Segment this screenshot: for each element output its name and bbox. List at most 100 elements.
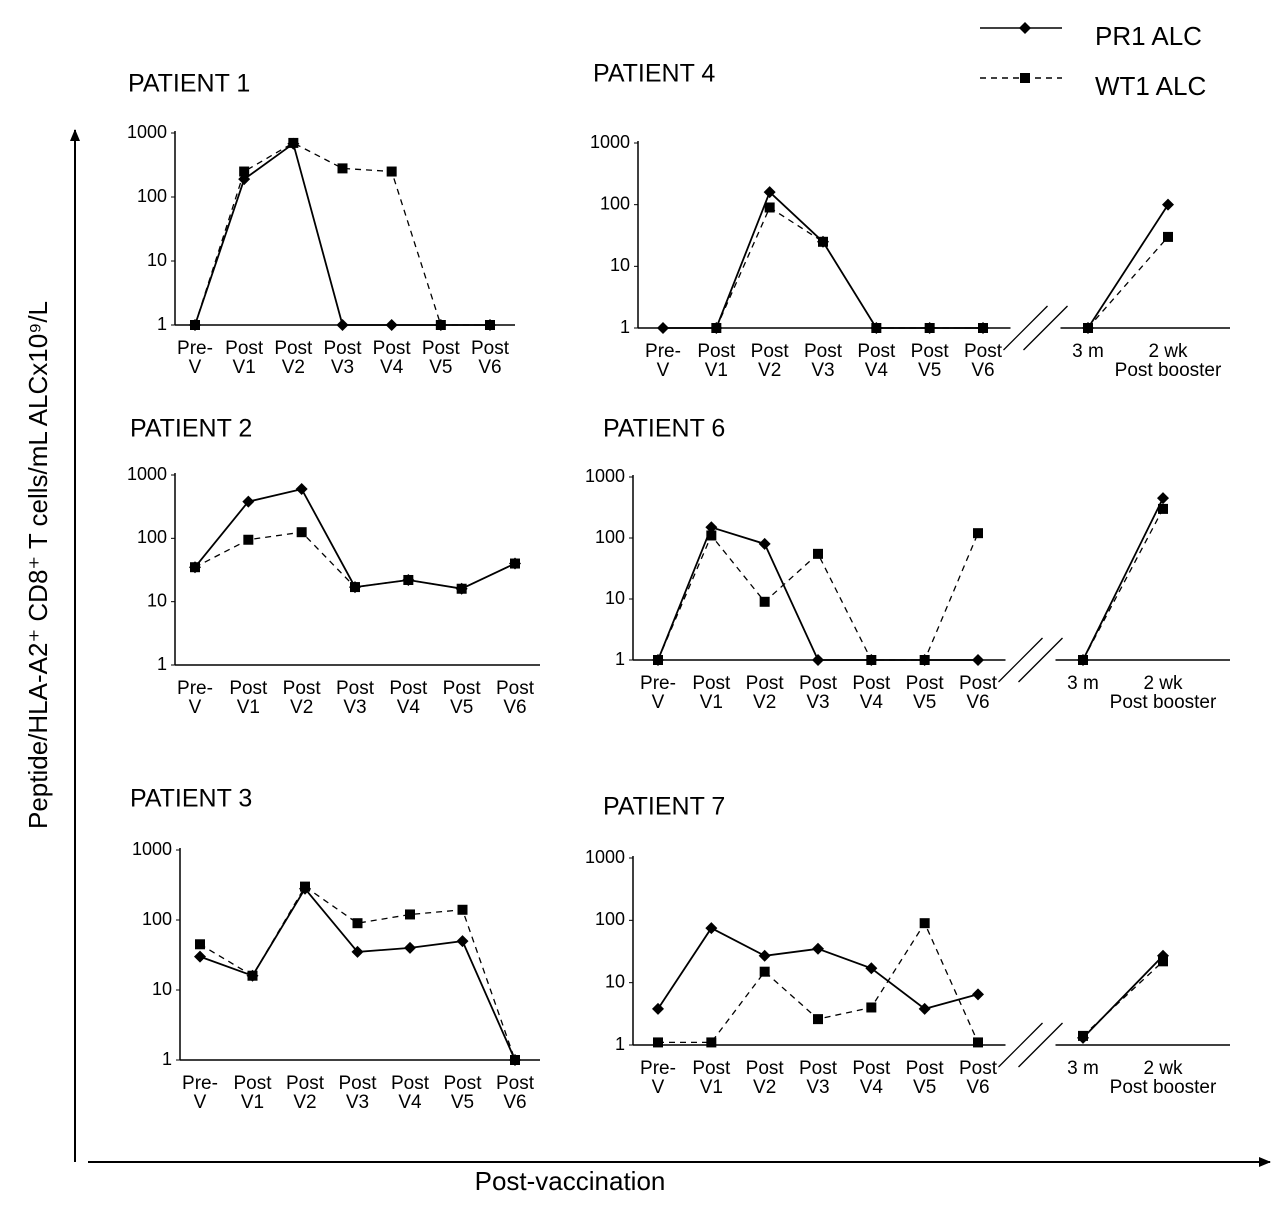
wt1-point <box>190 320 200 330</box>
y-tick-label: 100 <box>137 527 167 547</box>
y-axis-label: Peptide/HLA-A2⁺ CD8⁺ T cells/mL ALCx10⁹/… <box>23 301 53 829</box>
y-tick-label: 1 <box>157 654 167 674</box>
wt1-point <box>403 574 414 585</box>
wt1-point <box>456 583 467 594</box>
x-tick-label: Post V4 <box>373 338 412 378</box>
x-tick-label: Post V6 <box>959 1058 998 1098</box>
y-tick-label: 100 <box>137 186 167 206</box>
x-tick-label: Post V6 <box>496 1073 535 1113</box>
pr1-point <box>404 941 416 954</box>
wt1-point <box>405 909 415 920</box>
x-tick-label: Post V2 <box>274 338 313 378</box>
y-tick-label: 1000 <box>585 466 625 486</box>
x-tick-label: Post V2 <box>751 341 790 381</box>
x-tick-label: Pre-V <box>640 1058 676 1098</box>
wt1-point <box>919 655 930 665</box>
x-tick-label: 2 wk Post booster <box>1110 673 1217 713</box>
wt1-point <box>978 323 988 333</box>
x-tick-label: Post V2 <box>746 673 785 713</box>
x-tick-label: Post V4 <box>852 673 891 713</box>
wt1-point <box>973 1037 983 1048</box>
x-tick-label: Post V6 <box>959 673 998 713</box>
x-tick-label: Post V6 <box>471 338 510 378</box>
x-tick-label: Pre-V <box>182 1073 218 1113</box>
wt1-point <box>818 236 828 247</box>
y-tick-label: 1000 <box>585 847 625 867</box>
x-tick-label: Post V6 <box>496 678 535 718</box>
wt1-point <box>243 534 254 545</box>
wt1-point <box>300 881 310 892</box>
wt1-point <box>1078 1030 1088 1041</box>
wt1-point <box>247 970 258 981</box>
y-tick-label: 10 <box>605 971 625 991</box>
pr1-point <box>705 922 718 935</box>
x-tick-label: Post V2 <box>283 678 322 718</box>
x-tick-label: Post V1 <box>233 1073 272 1113</box>
series-line <box>199 885 516 1061</box>
x-tick-label: 3 m <box>1072 341 1104 362</box>
panel-title: PATIENT 6 <box>603 415 725 443</box>
pr1-point <box>242 495 255 508</box>
y-tick-label: 1000 <box>590 132 630 152</box>
pr1-point <box>758 537 771 550</box>
wt1-point <box>706 1037 717 1048</box>
series-line <box>663 190 1169 329</box>
wt1-point <box>919 918 930 929</box>
pr1-point <box>336 319 349 331</box>
pr1-point <box>456 935 469 948</box>
x-tick-label: Post V3 <box>799 673 838 713</box>
wt1-point <box>866 655 877 665</box>
wt1-point <box>1163 231 1173 242</box>
x-tick-label: Post V5 <box>443 678 482 718</box>
x-tick-label: 3 m <box>1067 673 1099 694</box>
panel: PATIENT 7 1 10 100 1000 Pre-V Post V1 Post V2 Post… <box>585 793 1230 1098</box>
panel: PATIENT 1 1 10 100 1000 Pre-V Post V1 Post V2 Post… <box>127 70 515 378</box>
wt1-point <box>337 163 348 174</box>
series-line <box>657 497 1164 661</box>
panel-title: PATIENT 4 <box>593 60 715 88</box>
x-tick-label: Post V4 <box>389 678 428 718</box>
pr1-point <box>972 654 984 666</box>
wt1-point <box>1158 503 1168 514</box>
wt1-point <box>813 548 823 559</box>
x-tick-label: Post V5 <box>443 1073 482 1113</box>
panel: PATIENT 4 1 10 100 1000 Pre-V Post V1 Post V2 Post… <box>590 60 1230 381</box>
wt1-point <box>871 323 882 333</box>
pr1-point <box>758 949 771 962</box>
x-tick-label: Post V2 <box>286 1073 325 1113</box>
series-line <box>715 206 1169 329</box>
series-line <box>657 508 1164 661</box>
pr1-point <box>657 322 669 334</box>
x-tick-label: Pre-V <box>177 678 213 718</box>
wt1-point <box>1158 956 1168 967</box>
x-tick-label: Post V1 <box>692 673 731 713</box>
pr1-point <box>918 1002 931 1015</box>
pr1-point <box>385 319 398 331</box>
x-tick-label: Post V4 <box>852 1058 891 1098</box>
x-tick-label: Pre-V <box>645 341 681 381</box>
x-tick-label: Post V1 <box>697 341 736 381</box>
x-tick-label: Pre-V <box>640 673 676 713</box>
wt1-point <box>711 323 722 333</box>
axis-break <box>998 1022 1043 1068</box>
axis-break <box>1018 637 1063 683</box>
legend-label: WT1 ALC <box>1095 71 1206 101</box>
series-line <box>658 921 1164 1044</box>
panel-title: PATIENT 3 <box>130 785 252 813</box>
x-tick-label: Post V3 <box>338 1073 377 1113</box>
y-tick-label: 1 <box>620 317 630 337</box>
x-tick-label: Post V1 <box>225 338 264 378</box>
y-tick-label: 10 <box>610 255 630 275</box>
x-tick-label: Post V4 <box>857 341 896 381</box>
pr1-point <box>351 945 364 958</box>
wt1-point <box>1020 73 1030 83</box>
axis-break <box>1003 305 1048 351</box>
series-line <box>194 488 516 590</box>
y-tick-label: 1 <box>157 314 167 334</box>
x-tick-label: Post V5 <box>906 1058 945 1098</box>
wt1-point <box>1083 323 1093 333</box>
y-tick-label: 100 <box>595 909 625 929</box>
x-tick-label: Post V4 <box>391 1073 430 1113</box>
x-tick-label: 2 wk Post booster <box>1110 1058 1217 1098</box>
y-tick-label: 100 <box>600 193 630 213</box>
